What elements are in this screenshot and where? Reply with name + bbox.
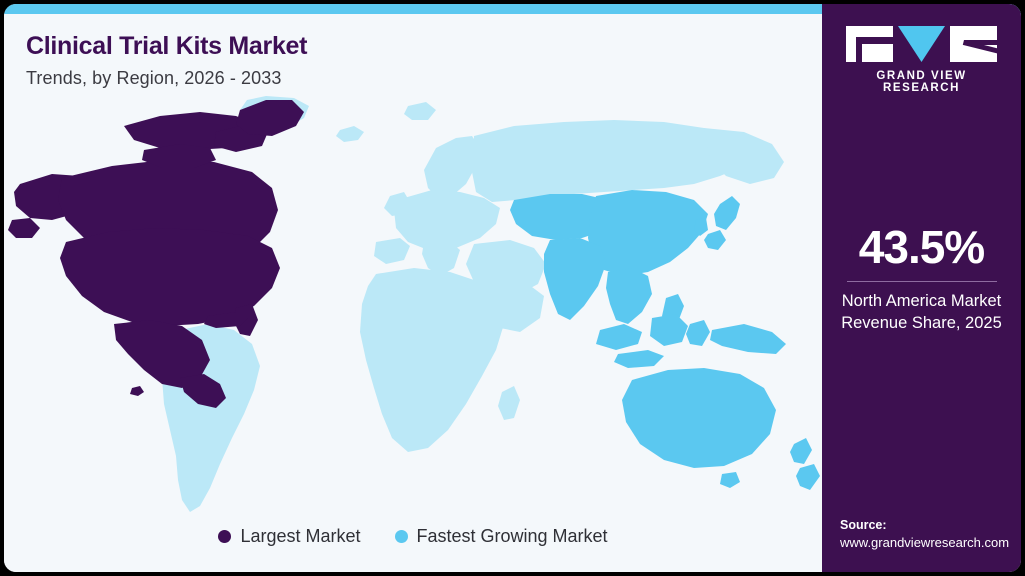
map-legend: Largest Market Fastest Growing Market bbox=[4, 526, 822, 547]
world-map-svg bbox=[8, 96, 820, 512]
grand-view-research-logo[interactable]: GRAND VIEW RESEARCH bbox=[846, 26, 998, 94]
top-accent-bar bbox=[4, 4, 1021, 14]
page-subtitle: Trends, by Region, 2026 - 2033 bbox=[26, 67, 282, 88]
stat-label-line2: Revenue Share, 2025 bbox=[841, 313, 1002, 332]
map-region-north-america bbox=[8, 100, 304, 408]
map-region-asia-pacific bbox=[510, 190, 820, 490]
legend-item-fastest-growing-market[interactable]: Fastest Growing Market bbox=[394, 526, 608, 547]
logo-marks bbox=[846, 26, 998, 62]
logo-g-icon bbox=[846, 26, 893, 62]
source-url[interactable]: www.grandviewresearch.com bbox=[840, 535, 1010, 551]
map-panel: Clinical Trial Kits Market Trends, by Re… bbox=[4, 14, 822, 572]
logo-wordmark: GRAND VIEW RESEARCH bbox=[876, 70, 967, 94]
logo-r-icon bbox=[950, 26, 997, 62]
infographic-card: Clinical Trial Kits Market Trends, by Re… bbox=[4, 4, 1021, 572]
legend-dot-icon bbox=[218, 530, 232, 543]
legend-item-largest-market[interactable]: Largest Market bbox=[218, 526, 361, 547]
legend-dot-icon bbox=[394, 530, 408, 543]
world-map bbox=[4, 92, 822, 522]
stat-value: 43.5% bbox=[858, 221, 985, 273]
map-other-regions bbox=[162, 96, 784, 512]
legend-label: Largest Market bbox=[240, 526, 361, 546]
stat-block: 43.5% North America Market Revenue Share… bbox=[839, 224, 1004, 335]
logo-v-triangle-icon bbox=[898, 26, 945, 62]
header: Clinical Trial Kits Market Trends, by Re… bbox=[4, 14, 822, 89]
source-title: Source: bbox=[840, 517, 887, 532]
stat-divider bbox=[846, 281, 997, 282]
sidebar: GRAND VIEW RESEARCH 43.5% North America … bbox=[822, 4, 1021, 572]
page-title: Clinical Trial Kits Market bbox=[26, 32, 308, 60]
source-block: Source: www.grandviewresearch.com bbox=[840, 516, 1009, 552]
stat-label-line1: North America Market bbox=[841, 292, 1002, 310]
legend-label: Fastest Growing Market bbox=[416, 526, 608, 546]
